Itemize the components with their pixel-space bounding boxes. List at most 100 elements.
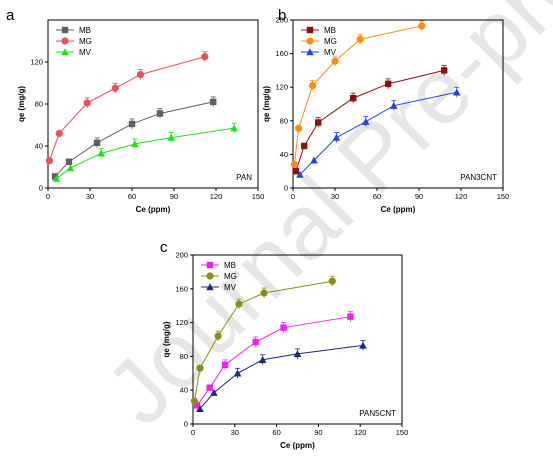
y-tick-label: 160 xyxy=(275,49,288,58)
x-tick-label: 90 xyxy=(415,192,423,201)
y-tick-label: 160 xyxy=(175,284,188,293)
series-mg xyxy=(190,275,336,405)
data-point xyxy=(97,149,105,157)
data-point xyxy=(293,350,302,358)
legend-marker xyxy=(61,48,69,56)
data-point xyxy=(45,157,54,165)
y-tick-label: 120 xyxy=(175,318,188,327)
data-point xyxy=(441,67,448,74)
panel-letter: a xyxy=(6,7,15,24)
legend-marker xyxy=(61,26,69,34)
data-point xyxy=(196,364,204,372)
legend-entry-mb: MB xyxy=(201,261,236,270)
chart-panel-c: 0 30 60 90 120 150 0 40 80 120 160 200 Ce (ppm) qe (m… xyxy=(160,239,408,450)
data-point xyxy=(296,170,304,178)
data-point xyxy=(230,124,238,132)
data-point xyxy=(309,81,317,90)
series-mb xyxy=(193,311,354,409)
data-point xyxy=(193,402,201,409)
series-mv xyxy=(296,86,461,178)
series-mv xyxy=(196,340,367,412)
legend-label: MG xyxy=(224,272,237,281)
data-point xyxy=(221,361,229,369)
legend-marker xyxy=(306,37,314,45)
data-point xyxy=(65,158,73,165)
x-tick-label: 120 xyxy=(455,192,468,201)
y-axis-title: qe (mg/g) xyxy=(162,321,171,357)
x-tick-label: 0 xyxy=(46,192,50,201)
y-tick-label: 40 xyxy=(180,386,188,395)
series-mv xyxy=(52,122,238,182)
legend-label: MG xyxy=(79,37,92,46)
data-point xyxy=(156,110,164,117)
plot-frame xyxy=(192,254,403,425)
panel-name: PAN xyxy=(236,173,252,182)
legend-entry-mv: MV xyxy=(201,283,237,292)
data-point xyxy=(295,124,303,132)
panel-name: PAN3CNT xyxy=(460,173,497,182)
data-point xyxy=(201,53,209,61)
data-point xyxy=(93,139,101,147)
x-tick-label: 0 xyxy=(191,428,195,437)
data-point xyxy=(390,101,398,109)
data-point xyxy=(328,277,336,285)
y-tick-label: 0 xyxy=(39,184,43,193)
x-tick-label: 30 xyxy=(331,192,339,201)
legend-marker xyxy=(206,272,214,280)
data-point xyxy=(332,133,341,141)
legend-marker xyxy=(206,261,214,269)
data-point xyxy=(214,332,222,340)
data-point xyxy=(362,117,370,125)
x-tick-label: 60 xyxy=(272,428,280,437)
x-tick-label: 0 xyxy=(291,192,295,201)
x-tick-label: 30 xyxy=(86,192,94,201)
legend-label: MG xyxy=(324,37,337,46)
legend-label: MV xyxy=(224,283,237,292)
data-point xyxy=(347,313,354,320)
data-point xyxy=(111,84,119,92)
legend-marker xyxy=(306,48,314,56)
y-tick-label: 120 xyxy=(30,58,43,67)
data-point xyxy=(315,119,322,126)
legend-marker xyxy=(306,26,314,34)
legend-label: MV xyxy=(79,48,92,57)
data-point xyxy=(167,133,175,141)
data-point xyxy=(83,99,91,107)
legend-entry-mg: MG xyxy=(56,37,92,46)
data-point xyxy=(128,120,136,128)
legend-marker xyxy=(206,283,214,291)
y-axis-title: qe (mg/g) xyxy=(17,86,26,122)
panel-letter: b xyxy=(278,7,286,24)
y-tick-label: 80 xyxy=(180,352,188,361)
series-mg xyxy=(45,51,209,165)
legend-entry-mv: MV xyxy=(56,48,92,57)
legend-entry-mv: MV xyxy=(301,48,337,57)
x-tick-label: 150 xyxy=(252,192,265,201)
data-point xyxy=(385,80,392,88)
x-tick-label: 120 xyxy=(210,192,223,201)
panel-letter: c xyxy=(160,239,168,256)
series-line xyxy=(56,127,235,179)
legend-label: MV xyxy=(324,48,337,57)
y-tick-label: 200 xyxy=(175,251,188,260)
x-tick-label: 60 xyxy=(128,192,136,201)
panel-name: PAN5CNT xyxy=(359,409,396,418)
series-line xyxy=(48,56,205,161)
legend-entry-mg: MG xyxy=(301,37,337,46)
chart-panel-a: 0 30 60 90 120 150 0 40 80 120 Ce (ppm) qe (mg/g) a P… xyxy=(6,7,264,214)
data-point xyxy=(350,94,357,102)
data-point xyxy=(258,355,267,363)
data-point xyxy=(301,142,308,150)
y-tick-label: 40 xyxy=(35,142,43,151)
data-point xyxy=(331,57,339,65)
data-point xyxy=(66,164,75,172)
data-point xyxy=(356,35,364,43)
data-point xyxy=(233,369,242,377)
legend-label: MB xyxy=(79,26,91,35)
y-tick-label: 0 xyxy=(184,420,188,429)
series-line xyxy=(193,280,333,402)
data-point xyxy=(136,71,144,79)
series-line xyxy=(295,69,445,172)
data-point xyxy=(196,404,204,412)
